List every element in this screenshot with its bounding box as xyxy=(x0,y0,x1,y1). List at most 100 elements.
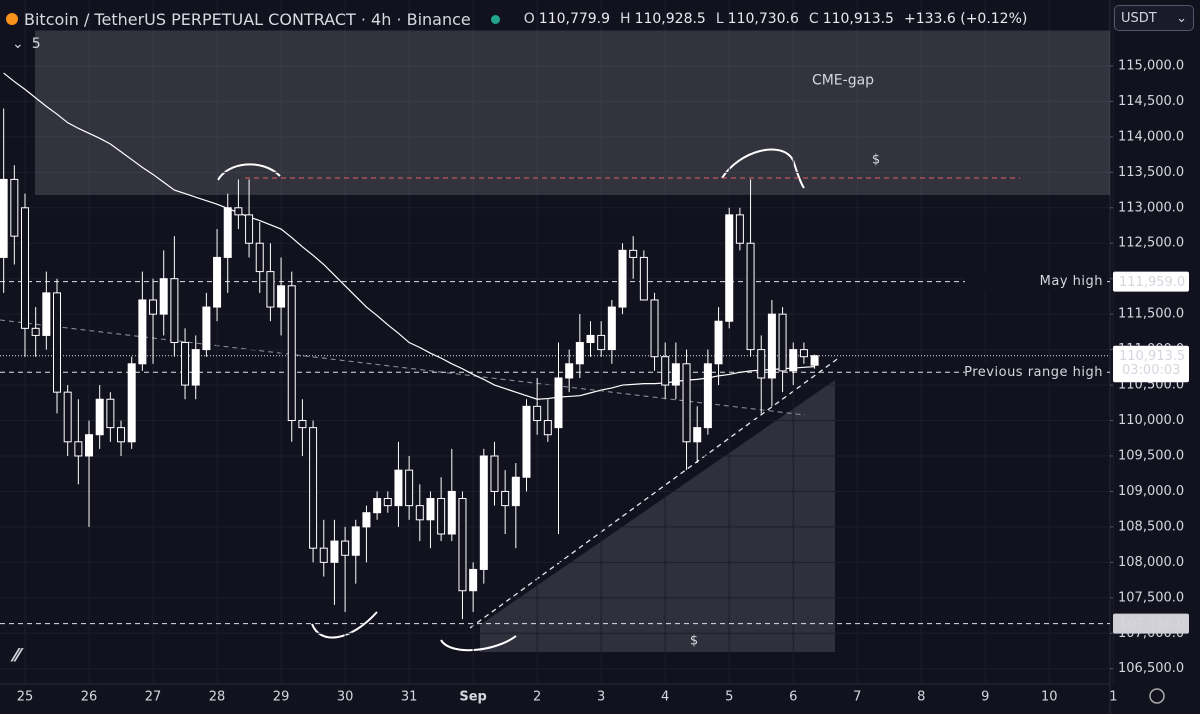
candle-body xyxy=(21,207,29,329)
candle-body xyxy=(554,377,563,429)
candle-body xyxy=(447,490,456,535)
x-tick-label: 3 xyxy=(597,690,605,705)
y-tick-label: 108,000.0 xyxy=(1118,555,1184,570)
candle-body xyxy=(74,441,83,457)
candle-body xyxy=(650,299,659,358)
candle-body xyxy=(490,455,499,492)
y-tick-label: 115,000.0 xyxy=(1118,58,1184,73)
candle-body xyxy=(127,363,136,443)
candle-body xyxy=(533,405,542,422)
candle-body xyxy=(245,214,254,244)
candle-body xyxy=(0,178,8,258)
candle-body xyxy=(255,242,264,273)
candle-body xyxy=(789,349,798,372)
x-tick-label: Sep xyxy=(459,690,487,705)
x-tick-label: 9 xyxy=(981,690,989,705)
coin-icon xyxy=(6,13,18,25)
currency-select[interactable]: USDT ⌄ xyxy=(1114,5,1194,31)
candle-body xyxy=(810,355,819,366)
candle-body xyxy=(309,427,318,549)
candle-body xyxy=(607,306,616,351)
candle-body xyxy=(671,363,680,386)
y-tick-label: 114,500.0 xyxy=(1118,94,1184,109)
candle-body xyxy=(266,271,275,308)
chevron: ⌄ xyxy=(12,36,24,52)
x-tick-label: 1 xyxy=(1109,690,1117,705)
ohlc: O 110,779.9 H 110,928.5 L 110,730.6 C 110,91… xyxy=(524,11,1034,27)
candle-body xyxy=(383,498,392,507)
price-box xyxy=(1113,345,1189,380)
ohlc-value: 110,928.5 xyxy=(634,11,706,27)
candle-body xyxy=(95,398,104,436)
candle-body xyxy=(405,469,414,507)
candle-body xyxy=(479,455,488,570)
y-tick-label: 111,500.0 xyxy=(1118,307,1184,322)
candle-body xyxy=(757,349,766,379)
price-box xyxy=(1113,613,1189,634)
shaded-zone xyxy=(480,380,835,652)
x-tick-label: 29 xyxy=(273,690,290,705)
trend-line xyxy=(469,356,841,629)
price-label: 107,136.0 xyxy=(1119,617,1185,632)
candle-body xyxy=(511,476,520,507)
y-tick-label: 106,500.0 xyxy=(1118,661,1184,676)
x-tick-label: 30 xyxy=(337,690,354,705)
candle-body xyxy=(202,306,211,351)
indicators-toggle[interactable]: ⌄ 5 xyxy=(12,36,41,52)
candle-body xyxy=(191,349,200,386)
x-tick-label: 10 xyxy=(1041,690,1058,705)
ohlc-value: 110,779.9 xyxy=(538,11,611,27)
settings-icon[interactable] xyxy=(1149,688,1165,704)
ohlc-key: L xyxy=(715,11,724,27)
candle-body xyxy=(522,405,531,478)
price-label: 111,959.0 xyxy=(1119,275,1185,290)
hand-curve xyxy=(440,635,517,652)
candle-body xyxy=(170,278,179,344)
candle-body xyxy=(415,505,424,521)
candle-body xyxy=(362,512,371,528)
candle-body xyxy=(298,420,307,429)
level-text: May high xyxy=(1040,274,1103,289)
y-tick-label: 108,500.0 xyxy=(1118,519,1184,534)
candle-body xyxy=(725,214,734,322)
candle-body xyxy=(639,256,648,301)
candle-body xyxy=(287,285,296,422)
x-tick-label: 4 xyxy=(661,690,669,705)
currency: USDT xyxy=(1121,10,1157,26)
status-dot xyxy=(490,14,500,24)
level-text: Previous range high xyxy=(964,365,1103,380)
ohlc-value: 110,913.5 xyxy=(822,11,894,27)
candle-body xyxy=(10,178,19,237)
candle-body xyxy=(373,498,382,514)
annotation: $ xyxy=(872,153,880,168)
candle-body xyxy=(106,398,115,429)
symbol: Bitcoin / TetherUS PERPETUAL CONTRACT · … xyxy=(24,9,471,29)
candle-body xyxy=(31,327,40,336)
header: Bitcoin / TetherUS PERPETUAL CONTRACT · … xyxy=(0,6,1033,32)
countdown: 03:00:03 xyxy=(1122,363,1180,378)
hand-curve xyxy=(311,611,378,639)
x-tick-label: 25 xyxy=(17,690,34,705)
candle-body xyxy=(746,242,755,351)
zone xyxy=(35,30,1110,196)
x-tick-label: 28 xyxy=(209,690,226,705)
x-tick-label: 27 xyxy=(145,690,162,705)
candle-body xyxy=(341,540,350,556)
candle-body xyxy=(586,334,595,344)
candle-body xyxy=(394,469,403,507)
candle-body xyxy=(319,547,328,563)
ohlc-value: 110,730.6 xyxy=(727,11,799,27)
candle-body xyxy=(213,256,222,308)
candle-body xyxy=(714,320,723,365)
y-tick-label: 113,500.0 xyxy=(1118,165,1184,180)
candle-body xyxy=(437,498,446,535)
x-tick-label: 5 xyxy=(725,690,733,705)
candle-body xyxy=(597,334,606,351)
x-tick-label: 2 xyxy=(533,690,541,705)
candle-body xyxy=(629,249,638,258)
ohlc-key: H xyxy=(620,11,631,27)
ohlc-key: C xyxy=(808,11,819,27)
